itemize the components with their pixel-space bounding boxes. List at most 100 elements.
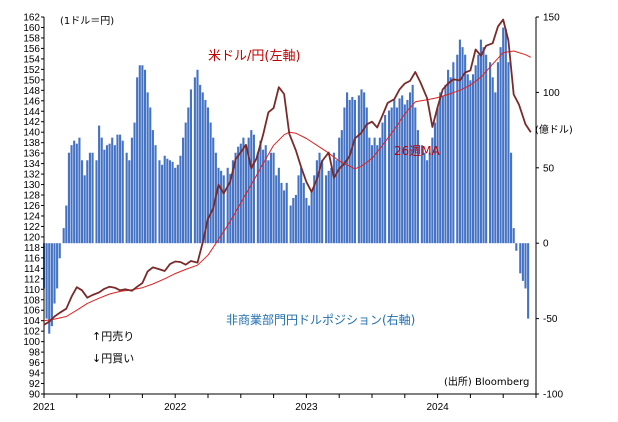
position-bar — [80, 160, 84, 244]
position-bar — [184, 122, 187, 244]
position-bar — [179, 155, 182, 244]
position-bar — [209, 122, 212, 244]
position-bar — [56, 243, 59, 289]
position-bar — [519, 243, 522, 274]
position-bar — [469, 80, 472, 244]
position-bar — [220, 170, 223, 244]
position-bar — [327, 170, 330, 244]
left-tick-label: 130 — [23, 180, 40, 191]
left-tick-label: 158 — [23, 33, 40, 44]
left-tick-label: 160 — [23, 23, 40, 34]
position-bar — [250, 130, 253, 244]
position-bar — [242, 137, 245, 244]
left-tick-label: 152 — [23, 65, 40, 76]
position-bar — [441, 95, 444, 244]
position-bar — [116, 134, 119, 244]
right-tick-label: 150 — [543, 13, 560, 24]
position-bar — [491, 77, 494, 244]
position-bar — [482, 47, 485, 244]
left-tick-label: 154 — [23, 54, 40, 65]
position-bar — [168, 160, 172, 244]
position-bar — [67, 152, 70, 244]
left-tick-label: 124 — [23, 211, 40, 222]
position-bar — [259, 140, 262, 244]
position-bar — [403, 104, 406, 244]
position-bar — [91, 152, 94, 244]
position-bar — [217, 167, 220, 244]
position-bar — [414, 107, 417, 244]
left-tick-label: 122 — [23, 222, 40, 233]
left-tick-label: 120 — [23, 232, 40, 243]
right-tick-label: 50 — [543, 163, 555, 174]
position-bar — [292, 197, 295, 244]
left-tick-label: 144 — [23, 107, 40, 118]
position-bar — [158, 160, 161, 244]
position-bar — [439, 92, 442, 244]
position-bar — [231, 160, 234, 244]
position-bar — [222, 175, 225, 244]
price-lines — [43, 18, 532, 326]
position-bar — [343, 107, 346, 244]
position-bar — [50, 243, 53, 327]
position-bar — [204, 99, 207, 244]
position-bar — [136, 77, 139, 244]
position-bar — [267, 160, 270, 244]
position-bar — [365, 107, 368, 244]
position-bar — [401, 95, 404, 244]
position-bar — [310, 190, 313, 244]
position-bar — [98, 125, 101, 244]
position-bar — [70, 145, 73, 244]
position-bar — [100, 137, 103, 244]
left-axis-unit: (1ドル＝円) — [60, 16, 114, 27]
position-bar — [471, 74, 475, 244]
position-bar — [395, 107, 398, 244]
position-bar — [300, 167, 303, 244]
left-tick-label: 146 — [23, 96, 40, 107]
position-bar — [121, 140, 124, 244]
x-tick-label: 2022 — [164, 402, 187, 413]
position-bar — [507, 62, 510, 244]
source-note: (出所) Bloomberg — [444, 375, 529, 388]
position-bar — [141, 65, 144, 244]
position-bar — [237, 146, 240, 244]
left-tick-label: 106 — [23, 306, 40, 317]
position-bar — [373, 137, 376, 244]
position-bar — [464, 54, 467, 244]
position-bar — [485, 54, 488, 244]
yen-selling-note: ↑円売り — [92, 330, 134, 343]
left-tick-label: 114 — [24, 264, 40, 275]
left-tick-label: 162 — [23, 13, 40, 24]
position-bar — [171, 161, 174, 244]
position-bar — [346, 92, 349, 244]
position-bar — [411, 84, 414, 244]
position-bar — [351, 96, 354, 244]
left-tick-label: 108 — [23, 295, 40, 306]
position-bar — [338, 137, 341, 244]
position-bar — [510, 152, 513, 244]
position-bar — [83, 175, 86, 244]
position-bar — [187, 107, 190, 244]
position-bar — [256, 152, 259, 244]
position-bar — [330, 167, 333, 244]
left-tick-label: 134 — [23, 159, 40, 170]
position-bar — [335, 160, 338, 244]
position-bar — [515, 243, 518, 251]
position-bar — [86, 160, 89, 244]
position-bar — [524, 243, 527, 289]
left-tick-label: 148 — [23, 86, 40, 97]
position-bar — [193, 77, 196, 244]
position-bar — [113, 145, 116, 244]
position-bar — [452, 62, 455, 244]
position-bar — [275, 175, 278, 244]
position-bar — [166, 158, 169, 244]
position-bar — [499, 47, 502, 244]
left-tick-label: 104 — [23, 316, 40, 327]
ma-series-label: 26週MA — [394, 144, 441, 158]
position-bar — [393, 99, 396, 244]
position-bar — [285, 182, 288, 244]
left-tick-label: 110 — [24, 285, 40, 296]
position-bar — [477, 54, 480, 244]
position-bar — [332, 152, 336, 244]
left-tick-label: 156 — [23, 44, 40, 55]
position-bar — [182, 137, 185, 244]
